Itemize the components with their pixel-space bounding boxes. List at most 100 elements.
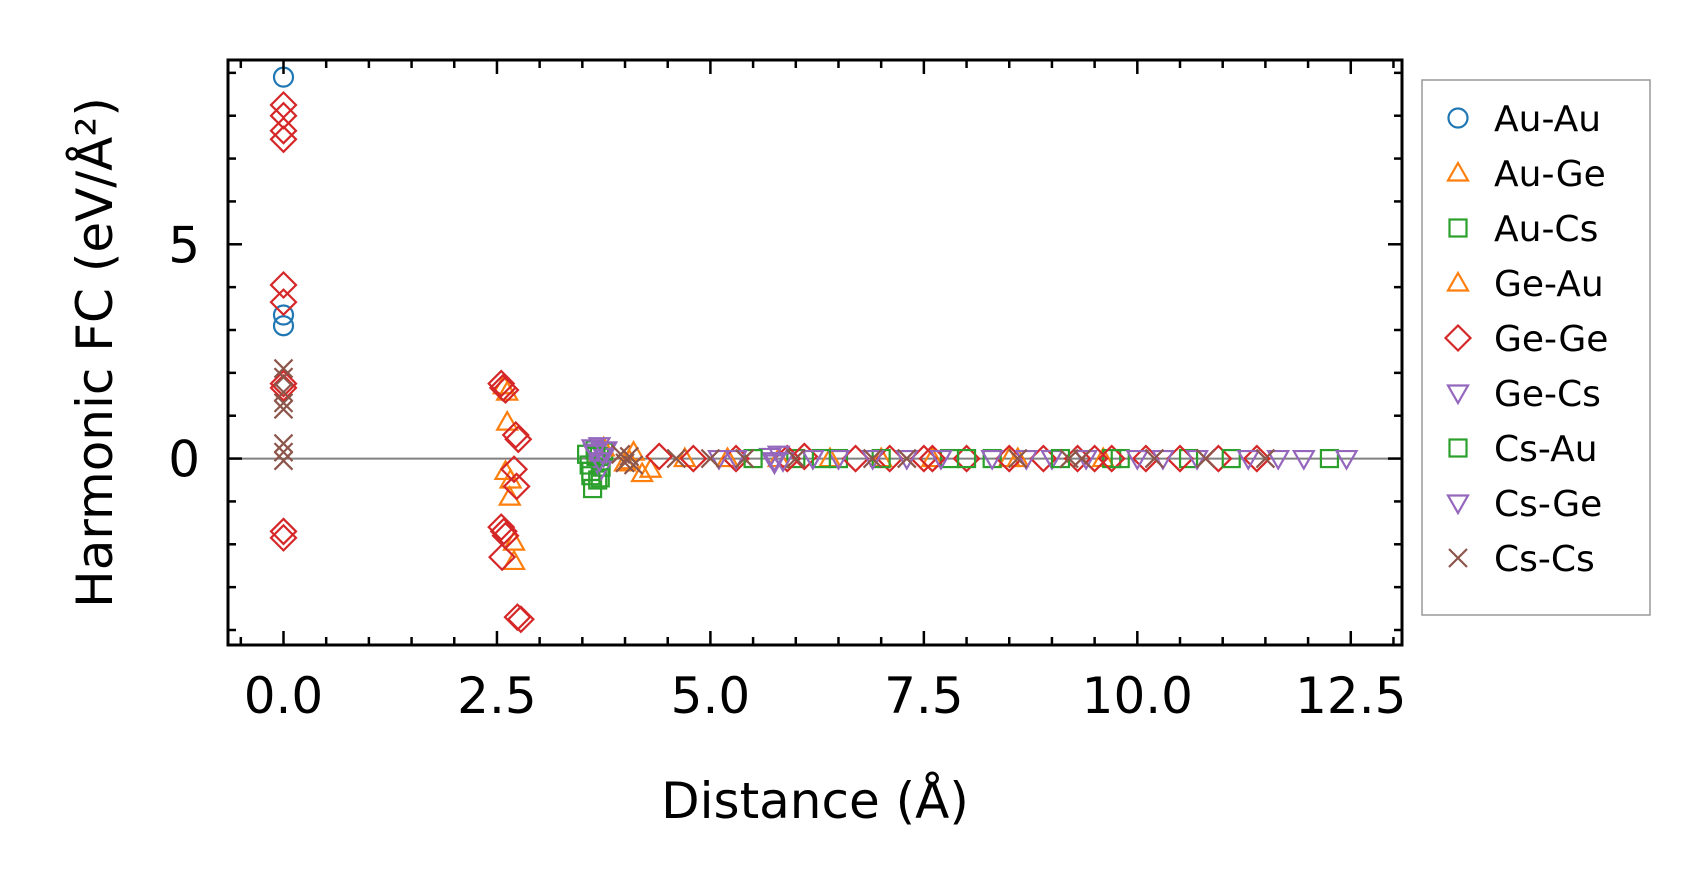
point-cs-cs [273, 382, 294, 402]
legend-item: Cs-Cs [1448, 539, 1595, 580]
point-cs-ge [800, 449, 825, 471]
point-ge-ge [503, 603, 532, 632]
legend-item: Au-Au [1447, 99, 1601, 140]
plot-frame [226, 58, 1404, 647]
legend-marker [1446, 160, 1470, 182]
legend-marker [1448, 218, 1468, 238]
point-ge-cs [826, 449, 851, 471]
legend-item: Cs-Au [1448, 429, 1598, 470]
point-cs-ge [1291, 449, 1316, 471]
point-cs-cs [1255, 448, 1276, 469]
legend-marker [1446, 384, 1470, 406]
point-ge-au [502, 549, 526, 571]
point-au-au [272, 304, 295, 326]
legend-item: Cs-Ge [1446, 484, 1602, 525]
legend-marker [1443, 323, 1473, 353]
point-au-ge [495, 409, 520, 431]
x-tick-label: 7.5 [884, 667, 964, 725]
point-cs-cs [1072, 448, 1092, 469]
point-ge-ge [1097, 444, 1126, 473]
point-cs-ge [1125, 449, 1150, 471]
legend-item: Au-Cs [1448, 209, 1598, 250]
point-ge-ge [487, 513, 516, 542]
point-cs-ge [1236, 449, 1261, 471]
point-ge-cs [980, 449, 1005, 471]
point-cs-ge [762, 452, 787, 473]
x-tick-label: 2.5 [457, 667, 537, 725]
point-au-cs [786, 448, 806, 469]
point-ge-au [1005, 446, 1030, 468]
point-cs-ge [592, 441, 617, 463]
point-ge-ge [491, 375, 520, 405]
series-ge-au [495, 379, 1030, 571]
point-ge-ge [269, 125, 298, 154]
legend-item: Ge-Au [1446, 264, 1604, 305]
point-ge-ge [502, 472, 531, 501]
legend-label: Ge-Au [1494, 264, 1604, 305]
point-cs-ge [1334, 449, 1359, 471]
point-au-au [272, 315, 295, 337]
point-cs-cs [666, 448, 687, 469]
point-ge-ge [488, 543, 517, 572]
x-tick-label: 0.0 [244, 667, 324, 725]
point-cs-cs [273, 367, 294, 387]
point-cs-cs [897, 448, 917, 469]
point-cs-cs [623, 455, 644, 475]
point-cs-au [1110, 448, 1130, 469]
point-ge-ge [269, 517, 298, 546]
point-cs-cs [273, 450, 294, 471]
legend-label: Au-Ge [1494, 154, 1606, 195]
x-tick-label: 10.0 [1082, 667, 1193, 725]
legend-item: Au-Ge [1446, 154, 1606, 195]
x-tick-label: 5.0 [671, 667, 751, 725]
legend: Au-Au Au-Ge Au-Cs Ge-Au Ge-Ge Ge-Cs Cs-Au Cs-Ge… [1421, 79, 1651, 616]
series-ge-ge [269, 90, 1271, 634]
legend-marker [1448, 548, 1468, 568]
point-au-cs [591, 457, 611, 477]
tick-labels: 0.0 2.5 5.0 7.5 10.0 12.5 0 5 [168, 216, 1406, 725]
point-cs-ge [929, 449, 953, 471]
point-ge-cs [894, 449, 919, 471]
point-au-ge [920, 446, 945, 468]
legend-marker [1446, 494, 1470, 516]
point-cs-cs [273, 358, 294, 379]
legend-label: Ge-Cs [1494, 374, 1601, 415]
point-cs-cs [734, 448, 755, 469]
legend-label: Cs-Cs [1494, 539, 1595, 580]
point-ge-ge [504, 425, 533, 454]
point-au-cs [1319, 448, 1340, 469]
point-cs-cs [1144, 448, 1165, 469]
series-cs-cs [273, 358, 1276, 475]
legend-item: Ge-Cs [1446, 374, 1601, 415]
point-ge-ge [489, 517, 518, 546]
point-cs-cs [273, 399, 294, 420]
y-tick-label: 5 [168, 216, 200, 274]
point-ge-ge [918, 444, 947, 473]
point-ge-au [630, 461, 654, 483]
point-ge-ge [1242, 444, 1271, 473]
point-cs-cs [1008, 448, 1028, 469]
y-axis-title: Harmonic FC (eV/Å²) [66, 97, 124, 608]
legend-marker [1447, 107, 1469, 129]
point-ge-ge [269, 101, 298, 130]
x-axis-title: Distance (Å) [661, 772, 969, 830]
point-cs-au [956, 448, 977, 469]
point-cs-au [1221, 448, 1241, 469]
point-ge-ge [679, 444, 708, 473]
point-cs-cs [862, 448, 883, 469]
axis-ticks [228, 60, 1402, 645]
point-ge-ge [269, 369, 298, 398]
x-tick-label: 12.5 [1295, 667, 1406, 725]
point-cs-cs [273, 442, 294, 462]
point-cs-cs [700, 448, 721, 469]
point-cs-cs [273, 393, 294, 413]
point-ge-ge [269, 270, 298, 300]
y-tick-label: 0 [168, 431, 200, 489]
point-ge-ge [269, 116, 298, 145]
point-ge-ge [269, 288, 298, 317]
point-cs-cs [786, 448, 806, 469]
point-cs-ge [1266, 449, 1291, 471]
legend-label: Au-Cs [1494, 209, 1598, 250]
point-ge-ge [487, 369, 516, 398]
